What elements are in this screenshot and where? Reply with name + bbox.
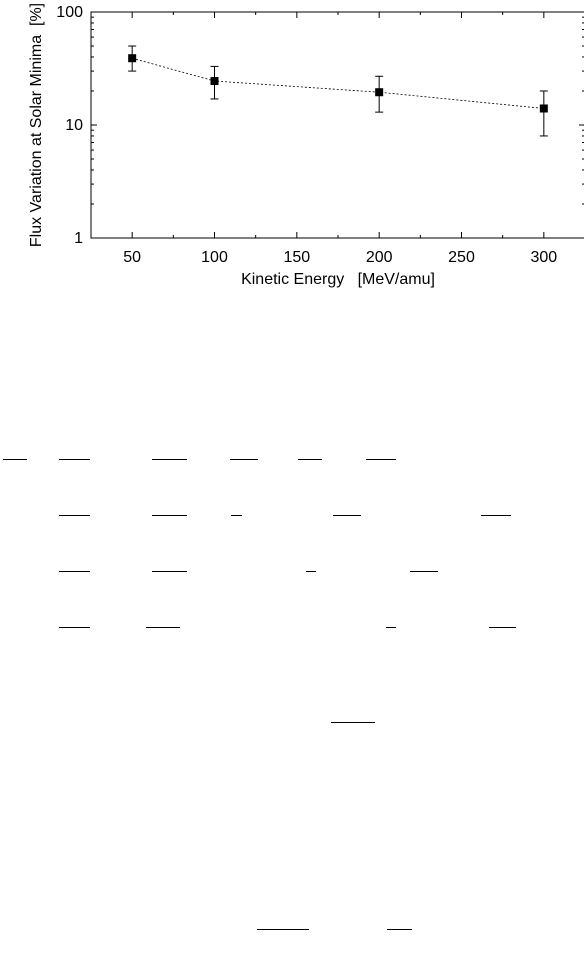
x-tick-label: 300 (530, 249, 557, 266)
series-line (132, 57, 544, 109)
x-axis-label: Kinetic Energy [MeV/amu] (241, 271, 435, 288)
series-layer (128, 45, 548, 137)
y-tick-label: 1 (74, 230, 83, 247)
data-point (210, 77, 219, 86)
y-tick-label: 10 (65, 117, 83, 134)
x-tick-label: 100 (201, 249, 228, 266)
y-axis-ticks: 1 10 100 (56, 4, 584, 247)
y-tick-label: 100 (56, 4, 83, 21)
chart: 50 100 150 200 250 300 1 10 100 Kinetic Energy … (28, 3, 584, 288)
x-tick-label: 200 (366, 249, 393, 266)
x-tick-label: 50 (123, 249, 141, 266)
y-axis-label: Flux Variation at Solar Minima [%] (28, 3, 45, 247)
x-tick-label: 150 (283, 249, 310, 266)
data-point (375, 88, 384, 97)
x-tick-label: 250 (448, 249, 475, 266)
data-point (128, 54, 137, 63)
x-axis-ticks: 50 100 150 200 250 300 (123, 12, 557, 266)
data-point (539, 104, 548, 113)
